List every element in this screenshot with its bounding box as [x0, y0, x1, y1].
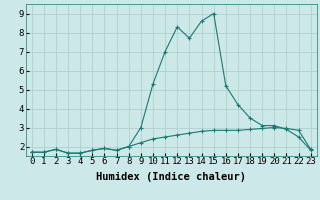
- X-axis label: Humidex (Indice chaleur): Humidex (Indice chaleur): [96, 172, 246, 182]
